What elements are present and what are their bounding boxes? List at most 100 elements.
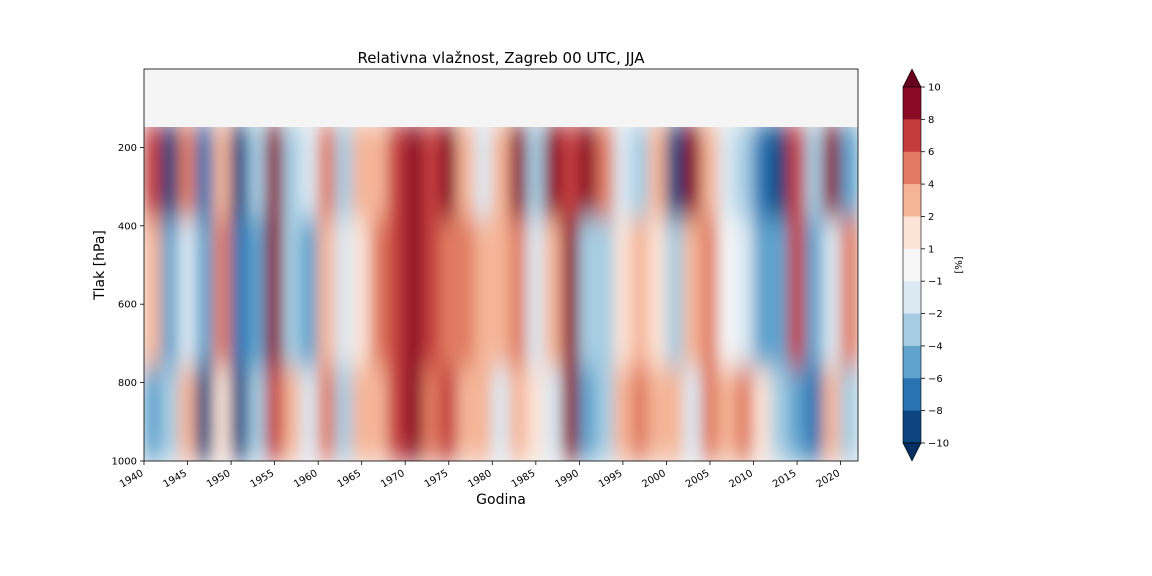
colorbar-tick-label: 10 bbox=[928, 83, 941, 94]
heat-cell bbox=[613, 123, 633, 218]
heat-cell bbox=[805, 366, 824, 461]
colorbar-bin bbox=[903, 281, 921, 315]
heat-cell bbox=[160, 366, 180, 461]
x-axis-label: Godina bbox=[476, 492, 526, 508]
heat-cell bbox=[770, 123, 789, 218]
heat-cell bbox=[456, 123, 476, 218]
heat-cell bbox=[352, 217, 371, 367]
heat-cell bbox=[787, 123, 807, 218]
heat-cell bbox=[404, 366, 424, 461]
heat-cell bbox=[387, 366, 406, 461]
heat-cell bbox=[422, 217, 441, 367]
heat-cell bbox=[822, 123, 842, 218]
heat-cell bbox=[509, 366, 528, 461]
heat-cell bbox=[300, 217, 319, 367]
heat-cell bbox=[317, 366, 337, 461]
heat-cell bbox=[282, 217, 302, 367]
heat-cell bbox=[770, 217, 789, 367]
heat-cell bbox=[631, 123, 650, 218]
heat-cell bbox=[195, 123, 215, 218]
heat-cell bbox=[753, 366, 772, 461]
heat-cell bbox=[526, 217, 546, 367]
colorbar-tick-label: −10 bbox=[928, 439, 949, 450]
heat-cell bbox=[805, 123, 824, 218]
colorbar-bin bbox=[903, 345, 921, 379]
heat-cell bbox=[230, 366, 249, 461]
colorbar-tick-label: 4 bbox=[928, 180, 934, 191]
colorbar-bin bbox=[903, 248, 921, 282]
colorbar-label: [%] bbox=[954, 256, 965, 273]
heat-cell bbox=[439, 217, 458, 367]
heat-cell bbox=[544, 366, 563, 461]
heat-cell bbox=[631, 366, 650, 461]
heat-cell bbox=[596, 217, 615, 367]
x-tick-label: 1945 bbox=[161, 468, 189, 490]
x-tick-label: 2015 bbox=[771, 468, 799, 490]
heat-cell bbox=[404, 123, 424, 218]
heat-cell bbox=[491, 217, 511, 367]
heat-cell bbox=[265, 366, 284, 461]
x-tick-label: 1955 bbox=[249, 468, 277, 490]
heat-cell bbox=[439, 366, 458, 461]
heat-cell bbox=[544, 217, 563, 367]
x-tick-label: 2000 bbox=[640, 468, 668, 490]
x-tick-label: 2020 bbox=[815, 468, 843, 490]
heat-cell bbox=[561, 217, 580, 367]
heat-cell bbox=[526, 366, 546, 461]
heat-cell bbox=[456, 366, 476, 461]
chart-title: Relativna vlažnost, Zagreb 00 UTC, JJA bbox=[357, 49, 645, 67]
missing-data-region bbox=[144, 69, 858, 127]
y-tick-label: 400 bbox=[118, 221, 137, 232]
heat-cell bbox=[805, 217, 824, 367]
heat-cell bbox=[474, 366, 493, 461]
heat-cell bbox=[474, 217, 493, 367]
heat-cell bbox=[300, 366, 319, 461]
heat-cell bbox=[144, 366, 162, 461]
heat-cell bbox=[718, 123, 737, 218]
heat-cell bbox=[822, 366, 842, 461]
heat-cell bbox=[352, 366, 371, 461]
y-axis-label: Tlak [hPa] bbox=[92, 230, 108, 301]
heat-cell bbox=[613, 366, 633, 461]
heat-cell bbox=[526, 123, 546, 218]
heat-cell bbox=[665, 366, 685, 461]
heat-cell bbox=[596, 123, 615, 218]
heat-cell bbox=[247, 123, 267, 218]
heat-cell bbox=[178, 217, 197, 367]
heat-cell bbox=[160, 123, 180, 218]
heat-cell bbox=[213, 217, 232, 367]
x-tick-label: 1985 bbox=[510, 468, 538, 490]
heat-cell bbox=[787, 366, 807, 461]
x-tick-label: 1965 bbox=[336, 468, 364, 490]
heat-cell bbox=[144, 123, 162, 218]
colorbar-frame bbox=[902, 86, 922, 444]
x-tick-label: 1990 bbox=[553, 468, 581, 490]
heat-cell bbox=[770, 366, 789, 461]
heat-cell bbox=[317, 123, 337, 218]
heat-cell bbox=[683, 123, 702, 218]
heat-cell bbox=[509, 217, 528, 367]
heat-cell bbox=[282, 123, 302, 218]
heat-cell bbox=[735, 217, 755, 367]
heat-cell bbox=[753, 217, 772, 367]
heat-cell bbox=[683, 366, 702, 461]
heat-cell bbox=[578, 217, 598, 367]
x-tick-label: 1980 bbox=[466, 468, 494, 490]
colorbar-tick-label: −8 bbox=[928, 406, 943, 417]
heat-cell bbox=[247, 366, 267, 461]
colorbar-bin bbox=[903, 87, 921, 120]
heat-cell bbox=[683, 217, 702, 367]
heat-cell bbox=[195, 366, 215, 461]
colorbar-bin bbox=[903, 216, 921, 250]
heat-cell bbox=[178, 123, 197, 218]
colorbar-tick-label: 1 bbox=[928, 244, 934, 255]
y-tick-label: 600 bbox=[118, 300, 137, 311]
colorbar-bin bbox=[903, 151, 921, 185]
heat-cell bbox=[335, 217, 354, 367]
heat-cell bbox=[300, 123, 319, 218]
colorbar-extend-max bbox=[902, 68, 922, 88]
heat-cell bbox=[613, 217, 633, 367]
colorbar-extend-min bbox=[902, 442, 922, 462]
heat-cell bbox=[387, 123, 406, 218]
